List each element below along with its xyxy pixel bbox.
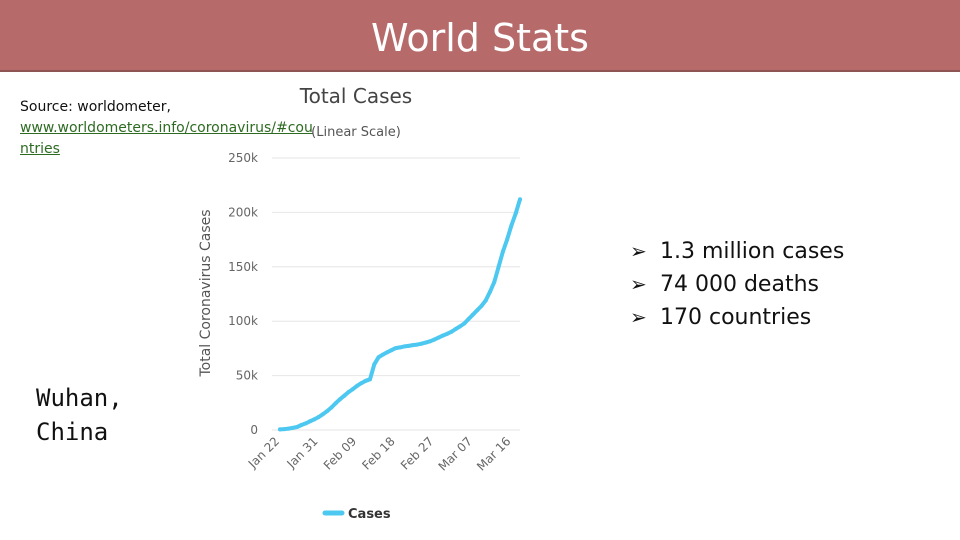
cases-data-point — [500, 249, 505, 254]
cases-data-point — [453, 327, 458, 332]
cases-data-point — [333, 401, 338, 406]
cases-data-point — [385, 350, 390, 355]
cases-data-point — [316, 415, 321, 420]
cases-data-point — [406, 343, 411, 348]
stats-list-item: ➢ 1.3 million cases — [630, 235, 844, 268]
cases-data-point — [393, 346, 398, 351]
cases-data-point — [402, 344, 407, 349]
x-tick-label: Feb 18 — [359, 434, 397, 472]
cases-data-point — [329, 405, 334, 410]
cases-data-point — [342, 393, 347, 398]
stat-deaths: 74 000 deaths — [660, 272, 819, 297]
cases-data-point — [445, 331, 450, 336]
y-tick-label: 200k — [228, 205, 258, 219]
cases-data-point — [496, 264, 501, 269]
cases-series-line — [278, 197, 522, 432]
cases-data-point — [470, 312, 475, 317]
cases-data-point — [346, 390, 351, 395]
cases-data-point — [423, 340, 428, 345]
y-tick-label: 100k — [228, 314, 258, 328]
cases-data-point — [458, 324, 462, 329]
cases-data-point — [518, 197, 522, 202]
x-tick-label: Mar 07 — [436, 434, 475, 473]
chart-title: Total Cases — [299, 84, 412, 108]
cases-data-point — [312, 417, 317, 422]
cases-data-point — [325, 409, 330, 414]
y-axis-label: Total Coronavirus Cases — [198, 209, 214, 377]
cases-data-point — [389, 348, 394, 353]
cases-data-point — [295, 424, 300, 429]
source-label: Source: worldometer, — [20, 99, 171, 115]
cases-data-point — [415, 342, 420, 347]
cases-data-point — [320, 412, 325, 417]
arrow-bullet-icon: ➢ — [630, 239, 647, 263]
source-note: Source: worldometer, www.worldometers.in… — [20, 97, 320, 160]
cases-data-point — [398, 345, 402, 350]
y-tick-label: 0 — [250, 423, 258, 437]
cases-data-point — [299, 422, 304, 427]
stats-list-item: ➢ 170 countries — [630, 301, 844, 334]
cases-data-point — [462, 321, 467, 326]
x-tick-label: Jan 31 — [284, 434, 321, 471]
cases-data-point — [303, 421, 308, 426]
stat-cases: 1.3 million cases — [660, 239, 845, 264]
cases-data-point — [282, 427, 287, 432]
cases-data-point — [410, 343, 415, 348]
x-tick-label: Feb 27 — [398, 434, 436, 472]
cases-data-point — [509, 223, 514, 228]
cases-data-point — [440, 333, 445, 338]
cases-data-point — [475, 308, 480, 313]
stats-list-item: ➢ 74 000 deaths — [630, 268, 844, 301]
cases-data-point — [428, 339, 432, 344]
cases-data-point — [359, 381, 364, 386]
cases-data-point — [372, 362, 377, 367]
cases-data-point — [466, 317, 471, 322]
cases-data-point — [350, 387, 355, 392]
cases-data-point — [505, 237, 510, 242]
cases-data-point — [278, 427, 282, 432]
arrow-bullet-icon: ➢ — [630, 272, 647, 296]
cases-data-point — [513, 211, 518, 216]
cases-data-point — [449, 329, 454, 334]
source-link[interactable]: www.worldometers.info/coronavirus/#count… — [20, 120, 313, 157]
cases-data-point — [432, 337, 437, 342]
x-tick-label: Mar 16 — [474, 434, 513, 473]
y-tick-label: 150k — [228, 260, 258, 274]
legend-label-cases: Cases — [348, 507, 391, 522]
cases-data-point — [376, 355, 381, 360]
cases-data-point — [436, 335, 441, 340]
cases-data-point — [290, 425, 295, 430]
cases-data-point — [368, 377, 372, 382]
x-tick-label: Feb 09 — [321, 434, 359, 472]
stats-list: ➢ 1.3 million cases ➢ 74 000 deaths ➢ 170 c… — [630, 235, 844, 334]
cases-data-point — [355, 383, 360, 388]
y-tick-label: 250k — [228, 151, 258, 165]
legend: Cases — [322, 507, 391, 522]
arrow-bullet-icon: ➢ — [630, 305, 647, 329]
slide-title: World Stats — [371, 16, 589, 60]
cases-data-point — [286, 426, 291, 431]
cases-data-point — [483, 298, 488, 303]
x-tick-label: Jan 22 — [245, 434, 282, 471]
cases-data-point — [492, 280, 497, 285]
cases-data-point — [380, 352, 385, 357]
cases-data-point — [419, 341, 424, 346]
cases-data-point — [308, 419, 312, 424]
y-tick-label: 50k — [236, 369, 258, 383]
cases-data-point — [479, 303, 484, 308]
stat-countries: 170 countries — [660, 305, 812, 330]
title-bar — [0, 0, 960, 72]
origin-caption: Wuhan, China — [36, 384, 123, 446]
cases-data-point — [363, 378, 368, 383]
chart-subtitle: (Linear Scale) — [311, 125, 401, 140]
cases-data-point — [338, 397, 342, 402]
total-cases-chart: Total Cases (Linear Scale) Total Coronav… — [198, 84, 522, 522]
cases-data-point — [488, 289, 492, 294]
